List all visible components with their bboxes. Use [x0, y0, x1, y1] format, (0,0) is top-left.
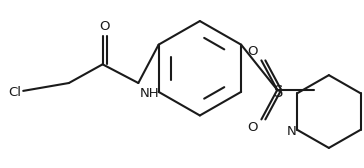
Text: O: O: [247, 45, 257, 58]
Text: NH: NH: [139, 87, 159, 100]
Text: O: O: [247, 121, 257, 134]
Text: S: S: [274, 85, 283, 100]
Text: O: O: [99, 20, 110, 33]
Text: Cl: Cl: [8, 86, 21, 99]
Text: N: N: [286, 125, 296, 138]
